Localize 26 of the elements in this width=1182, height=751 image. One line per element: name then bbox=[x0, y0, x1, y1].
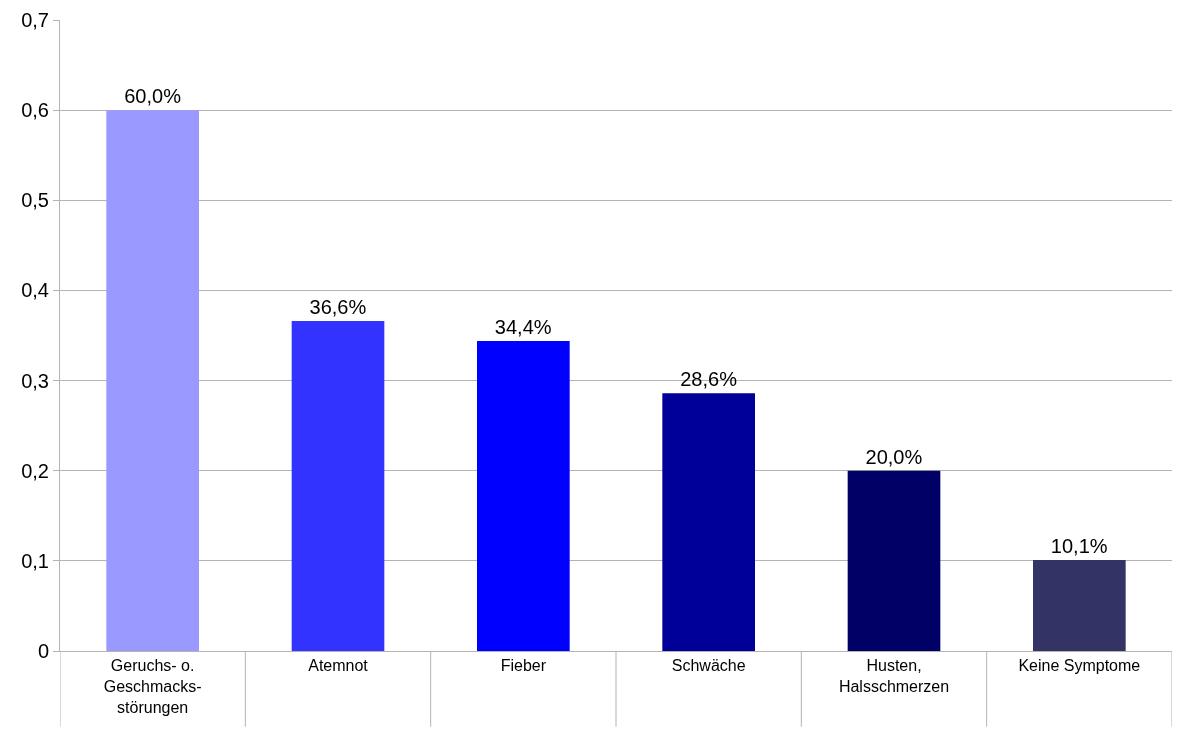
y-tick-label: 0,5 bbox=[21, 189, 49, 212]
y-tick-label: 0,2 bbox=[21, 459, 49, 482]
y-tick-label: 0,1 bbox=[21, 549, 49, 572]
y-tick-label: 0,6 bbox=[21, 99, 49, 122]
data-label: 60,0% bbox=[124, 85, 182, 108]
x-tick-label: Fieber bbox=[500, 657, 547, 675]
data-label: 10,1% bbox=[1050, 534, 1108, 557]
data-label: 36,6% bbox=[309, 296, 367, 319]
y-tick-label: 0,3 bbox=[21, 369, 49, 392]
bar bbox=[106, 110, 199, 651]
bar bbox=[847, 470, 941, 651]
bar bbox=[1033, 559, 1126, 651]
bar bbox=[477, 340, 570, 651]
x-tick-label: Schwäche bbox=[671, 657, 746, 675]
bar bbox=[291, 321, 385, 651]
x-tick-label: Husten, Halsschmerzen bbox=[838, 657, 950, 695]
data-label: 28,6% bbox=[680, 368, 738, 391]
bar bbox=[662, 393, 755, 651]
data-label: 34,4% bbox=[494, 315, 552, 338]
y-tick-label: 0 bbox=[37, 640, 49, 662]
data-label: 20,0% bbox=[865, 445, 923, 468]
y-tick-label: 0,4 bbox=[21, 279, 49, 302]
x-tick-label: Keine Symptome bbox=[1018, 657, 1141, 675]
y-tick-label: 0,7 bbox=[21, 9, 49, 31]
x-tick-label: Geruchs- o. Geschmacks- störungen bbox=[103, 657, 202, 716]
x-tick-label: Atemnot bbox=[308, 657, 369, 675]
